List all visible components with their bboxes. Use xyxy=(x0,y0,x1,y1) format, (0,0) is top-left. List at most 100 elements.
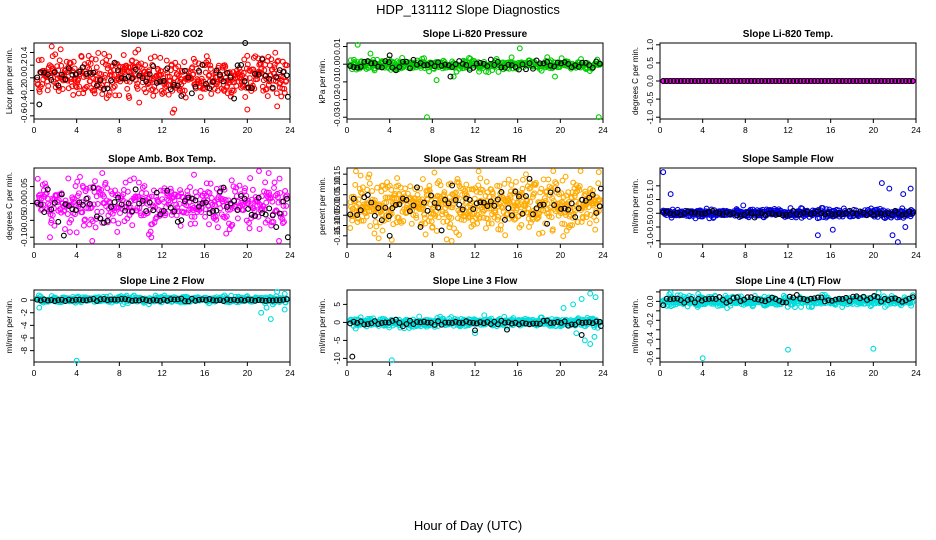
data-point xyxy=(364,186,371,193)
panel-title: Slope Sample Flow xyxy=(742,154,833,165)
data-point xyxy=(55,82,62,89)
data-point xyxy=(105,92,112,99)
x-tick-label: 16 xyxy=(826,368,836,378)
data-point xyxy=(578,296,585,302)
data-point xyxy=(375,63,382,70)
data-point xyxy=(421,62,427,69)
data-point xyxy=(274,103,281,110)
data-point xyxy=(443,236,450,243)
data-point xyxy=(185,194,192,201)
y-tick-label: 0.10 xyxy=(332,176,342,193)
data-point xyxy=(850,78,856,84)
data-point xyxy=(61,207,68,214)
y-tick-label: -0.01 xyxy=(332,72,342,92)
data-point xyxy=(197,94,204,100)
data-point xyxy=(371,212,378,219)
data-point xyxy=(109,210,116,217)
data-point xyxy=(540,60,547,67)
data-point xyxy=(229,221,236,228)
data-point xyxy=(544,59,551,65)
data-point xyxy=(379,227,386,234)
data-point xyxy=(832,78,839,84)
data-point xyxy=(267,316,274,323)
y-tick-label: -0.15 xyxy=(332,226,342,246)
data-point xyxy=(157,54,164,61)
data-point xyxy=(236,182,243,189)
data-point xyxy=(139,184,146,191)
data-point xyxy=(266,192,273,199)
data-point xyxy=(358,189,364,196)
data-point xyxy=(765,78,772,84)
data-point xyxy=(184,192,191,199)
data-point xyxy=(375,235,382,242)
y-tick-label: 1.0 xyxy=(645,180,655,192)
data-point xyxy=(58,71,65,78)
data-point xyxy=(268,56,275,63)
data-point xyxy=(347,63,354,69)
data-point xyxy=(388,186,395,193)
data-point xyxy=(223,230,230,237)
data-point xyxy=(219,196,226,203)
data-point xyxy=(262,211,269,218)
data-point xyxy=(562,173,569,180)
data-point xyxy=(354,59,361,66)
data-point xyxy=(258,66,265,72)
data-point xyxy=(48,43,55,50)
x-tick-label: 12 xyxy=(157,250,167,260)
data-point xyxy=(135,46,142,53)
data-point xyxy=(371,230,378,237)
x-tick-label: 20 xyxy=(869,368,879,378)
data-point xyxy=(181,67,188,74)
data-point xyxy=(424,207,431,214)
data-point xyxy=(249,186,256,193)
data-point xyxy=(174,71,181,78)
data-point xyxy=(72,211,78,218)
y-tick-label: 0.01 xyxy=(332,38,342,55)
data-point xyxy=(501,64,508,71)
data-point xyxy=(369,188,376,194)
data-point xyxy=(260,203,267,210)
data-point xyxy=(151,53,158,60)
y-axis-label: degrees C per min. xyxy=(5,172,14,240)
x-tick-label: 8 xyxy=(117,368,122,378)
data-point xyxy=(100,77,107,84)
data-point xyxy=(36,304,43,311)
data-point xyxy=(410,56,417,63)
data-point xyxy=(797,78,804,84)
data-point xyxy=(593,217,600,224)
x-tick-label: 20 xyxy=(556,250,566,260)
data-point xyxy=(360,217,367,224)
data-point xyxy=(431,63,438,70)
data-point xyxy=(586,220,593,227)
data-point xyxy=(674,78,681,84)
data-point xyxy=(419,176,426,182)
y-tick-label: 0.05 xyxy=(332,186,342,203)
data-point xyxy=(48,76,55,83)
y-tick-label: -0.6 xyxy=(645,351,655,366)
data-point xyxy=(52,51,59,58)
data-point xyxy=(234,62,241,69)
data-point xyxy=(399,54,406,61)
data-point xyxy=(210,78,216,85)
data-point xyxy=(505,205,512,212)
x-tick-label: 0 xyxy=(32,250,37,260)
data-point xyxy=(116,92,123,99)
data-point xyxy=(769,78,776,84)
data-point xyxy=(211,85,218,92)
data-point xyxy=(132,193,139,200)
data-point xyxy=(424,114,430,121)
data-point xyxy=(259,210,266,217)
data-point xyxy=(224,206,231,213)
data-point xyxy=(581,337,588,344)
y-tick-label: -10 xyxy=(332,352,342,365)
data-point xyxy=(516,45,523,52)
data-point xyxy=(247,175,254,182)
data-point xyxy=(75,76,82,83)
data-point xyxy=(234,215,241,222)
data-point xyxy=(575,63,582,70)
data-point xyxy=(165,91,172,98)
x-tick-label: 16 xyxy=(200,250,210,260)
data-point xyxy=(238,62,245,68)
